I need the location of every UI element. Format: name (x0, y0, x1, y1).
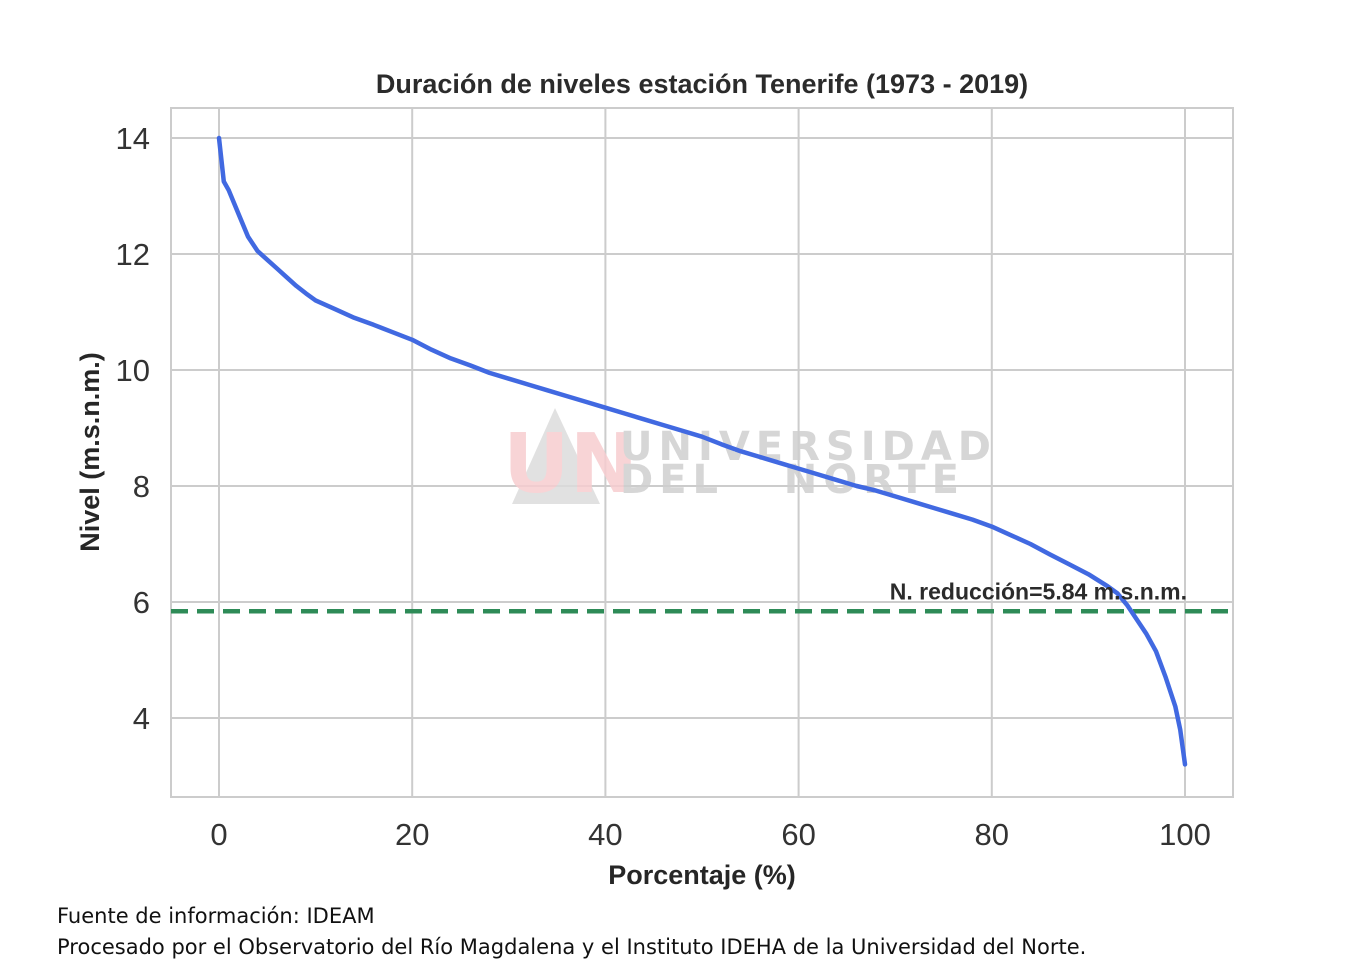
watermark-triangle-icon (512, 408, 600, 504)
chart-title: Duración de niveles estación Tenerife (1… (376, 69, 1028, 99)
grid (171, 108, 1233, 797)
watermark-logo: UN UNIVERSIDAD DEL NORTE (503, 408, 991, 512)
duration-curve (216, 135, 1188, 767)
x-tick-label: 20 (395, 817, 429, 852)
y-tick-labels: 4 6 8 10 12 14 (116, 121, 150, 736)
x-tick-label: 0 (210, 817, 227, 852)
y-tick-label: 4 (133, 701, 150, 736)
x-tick-label: 40 (588, 817, 622, 852)
reduction-level-label: N. reducción=5.84 m.s.n.m. (890, 578, 1187, 604)
plot-frame (170, 107, 1234, 798)
x-axis-label: Porcentaje (%) (608, 860, 796, 890)
footer-source: Fuente de información: IDEAM (57, 904, 375, 928)
y-tick-label: 12 (116, 237, 150, 272)
duration-chart: Duración de niveles estación Tenerife (1… (75, 69, 1234, 890)
x-tick-label: 60 (781, 817, 815, 852)
x-tick-labels: 0 20 40 60 80 100 (210, 817, 1210, 852)
y-tick-label: 6 (133, 585, 150, 620)
y-tick-label: 10 (116, 353, 150, 388)
y-tick-label: 14 (116, 121, 150, 156)
x-tick-label: 100 (1159, 817, 1211, 852)
y-tick-label: 8 (133, 469, 150, 504)
series (216, 135, 1188, 767)
watermark-line-2: DEL NORTE (620, 457, 965, 503)
footer-processed-by: Procesado por el Observatorio del Río Ma… (57, 935, 1087, 959)
y-axis-label: Nivel (m.s.n.m.) (75, 352, 105, 552)
watermark-un: UN (503, 417, 638, 512)
x-tick-label: 80 (975, 817, 1009, 852)
